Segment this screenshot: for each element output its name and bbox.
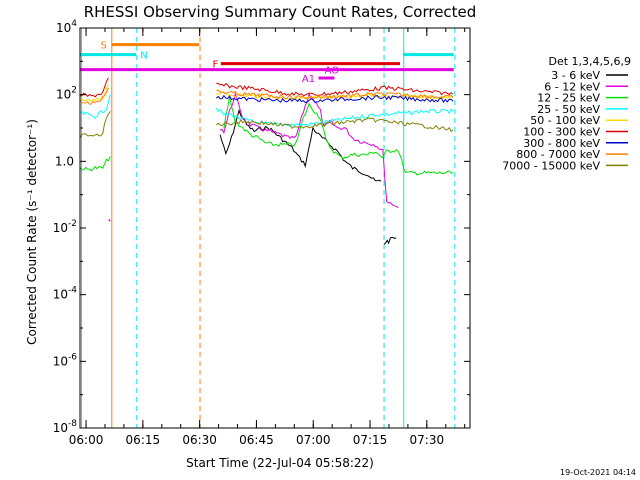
series-line	[79, 156, 111, 172]
series-lines	[79, 77, 454, 245]
y-axis-label: Corrected Count Rate (s⁻¹ detector⁻¹)	[25, 119, 39, 345]
flag-bars: S N F AO A1	[80, 41, 454, 85]
flag-label: AO	[325, 66, 340, 77]
x-tick-label: 06:30	[182, 433, 217, 447]
series-line	[215, 94, 454, 104]
x-tick-label: 06:00	[69, 433, 104, 447]
x-tick-label: 06:15	[126, 433, 161, 447]
chart-title: RHESSI Observing Summary Count Rates, Co…	[84, 3, 477, 21]
x-tick-label: 07:30	[410, 433, 445, 447]
x-tick-label: 06:45	[239, 433, 274, 447]
y-tick-label: 10-8	[53, 419, 78, 435]
flag-label: A1	[302, 74, 315, 85]
footer-date: 19-Oct-2021 04:14	[560, 468, 636, 477]
series-line	[79, 84, 109, 102]
x-tick-label: 07:15	[353, 433, 388, 447]
y-tick-label: 10-6	[53, 352, 78, 368]
x-tick-label: 07:00	[296, 433, 331, 447]
legend-entry: 6 - 12 keV	[544, 80, 600, 93]
x-ticks: 06:00 06:15 06:30 06:45 07:00 07:15 07:30	[69, 28, 466, 447]
series-line	[216, 89, 454, 100]
series-line	[215, 117, 454, 133]
legend-entry: 300 - 800 keV	[523, 137, 600, 150]
series-line	[79, 87, 109, 105]
legend-entry: 100 - 300 keV	[523, 126, 600, 139]
flag-label: F	[213, 60, 219, 71]
y-tick-label: 10-2	[53, 219, 77, 235]
series-line	[79, 77, 109, 98]
series-line	[223, 96, 454, 176]
y-tick-label: 104	[56, 19, 77, 35]
y-tick-label: 1.0	[55, 154, 74, 168]
series-line	[108, 218, 111, 222]
series-line	[219, 108, 382, 182]
legend-entry: 50 - 100 keV	[530, 114, 600, 127]
series-line	[383, 236, 397, 245]
series-line	[79, 94, 111, 119]
legend-entry: 25 - 50 keV	[537, 103, 600, 116]
legend-entry: 12 - 25 keV	[537, 92, 600, 105]
x-axis-label: Start Time (22-Jul-04 05:58:22)	[186, 456, 374, 470]
series-line	[219, 92, 399, 209]
legend-entry: 800 - 7000 keV	[516, 148, 600, 161]
y-tick-label: 10-4	[53, 286, 78, 302]
y-tick-label: 102	[56, 86, 77, 102]
flag-label: S	[100, 41, 106, 52]
y-ticks: 104 102 1.0 10-2 10-4 10-6 10-8	[53, 19, 470, 435]
series-line	[216, 82, 454, 97]
flag-label: N	[140, 51, 147, 62]
legend-entry: 7000 - 15000 keV	[502, 159, 600, 172]
legend-entry: 3 - 6 keV	[551, 69, 600, 82]
series-line	[79, 111, 111, 139]
legend-title: Det 1,3,4,5,6,9	[548, 55, 631, 68]
